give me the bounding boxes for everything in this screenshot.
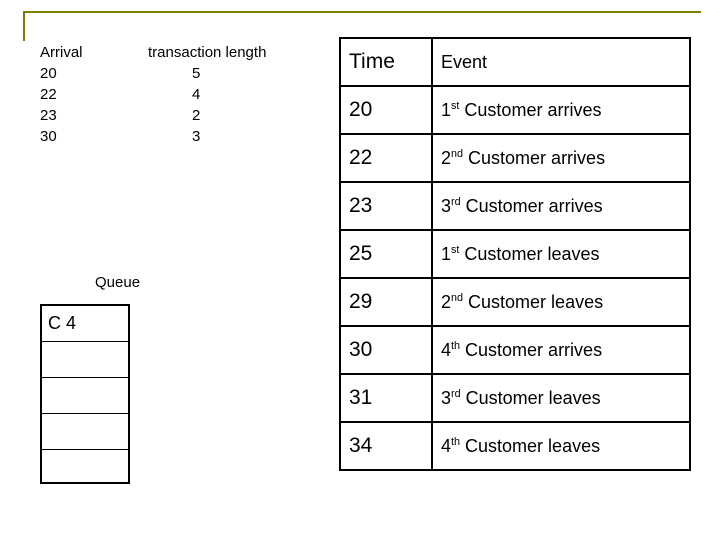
event-row-4: 292nd Customer leaves xyxy=(340,278,690,326)
event-row-6: 313rd Customer leaves xyxy=(340,374,690,422)
queue-label: Queue xyxy=(95,274,140,291)
queue-cell-2 xyxy=(42,378,128,414)
event-time-5: 30 xyxy=(340,326,432,374)
event-time-2: 23 xyxy=(340,182,432,230)
arrivals-arrival-2: 23 xyxy=(40,107,57,124)
arrivals-header-txn: transaction length xyxy=(148,44,266,61)
arrivals-arrival-1: 22 xyxy=(40,86,57,103)
arrivals-txn-0: 5 xyxy=(192,65,200,82)
left-border xyxy=(23,11,25,41)
event-desc-5: 4th Customer arrives xyxy=(432,326,690,374)
event-row-2: 233rd Customer arrives xyxy=(340,182,690,230)
event-desc-1: 2nd Customer arrives xyxy=(432,134,690,182)
event-desc-4: 2nd Customer leaves xyxy=(432,278,690,326)
arrivals-txn-3: 3 xyxy=(192,128,200,145)
event-row-3: 251st Customer leaves xyxy=(340,230,690,278)
event-row-5: 304th Customer arrives xyxy=(340,326,690,374)
event-time-6: 31 xyxy=(340,374,432,422)
arrivals-txn-1: 4 xyxy=(192,86,200,103)
queue-cell-3 xyxy=(42,414,128,450)
event-table-header-event: Event xyxy=(432,38,690,86)
queue-cell-1 xyxy=(42,342,128,378)
event-desc-6: 3rd Customer leaves xyxy=(432,374,690,422)
queue-cell-4 xyxy=(42,450,128,486)
event-row-0: 201st Customer arrives xyxy=(340,86,690,134)
event-row-1: 222nd Customer arrives xyxy=(340,134,690,182)
arrivals-txn-2: 2 xyxy=(192,107,200,124)
event-desc-0: 1st Customer arrives xyxy=(432,86,690,134)
event-desc-2: 3rd Customer arrives xyxy=(432,182,690,230)
top-border xyxy=(23,11,701,13)
arrivals-arrival-3: 30 xyxy=(40,128,57,145)
event-row-7: 344th Customer leaves xyxy=(340,422,690,470)
event-time-1: 22 xyxy=(340,134,432,182)
queue-cell-0: C 4 xyxy=(42,306,128,342)
event-table: Time Event 201st Customer arrives222nd C… xyxy=(339,37,691,471)
event-table-header-time: Time xyxy=(340,38,432,86)
queue-box: C 4 xyxy=(40,304,130,484)
event-time-3: 25 xyxy=(340,230,432,278)
event-time-4: 29 xyxy=(340,278,432,326)
event-time-7: 34 xyxy=(340,422,432,470)
event-desc-3: 1st Customer leaves xyxy=(432,230,690,278)
event-time-0: 20 xyxy=(340,86,432,134)
arrivals-arrival-0: 20 xyxy=(40,65,57,82)
event-desc-7: 4th Customer leaves xyxy=(432,422,690,470)
arrivals-header-arrival: Arrival xyxy=(40,44,83,61)
